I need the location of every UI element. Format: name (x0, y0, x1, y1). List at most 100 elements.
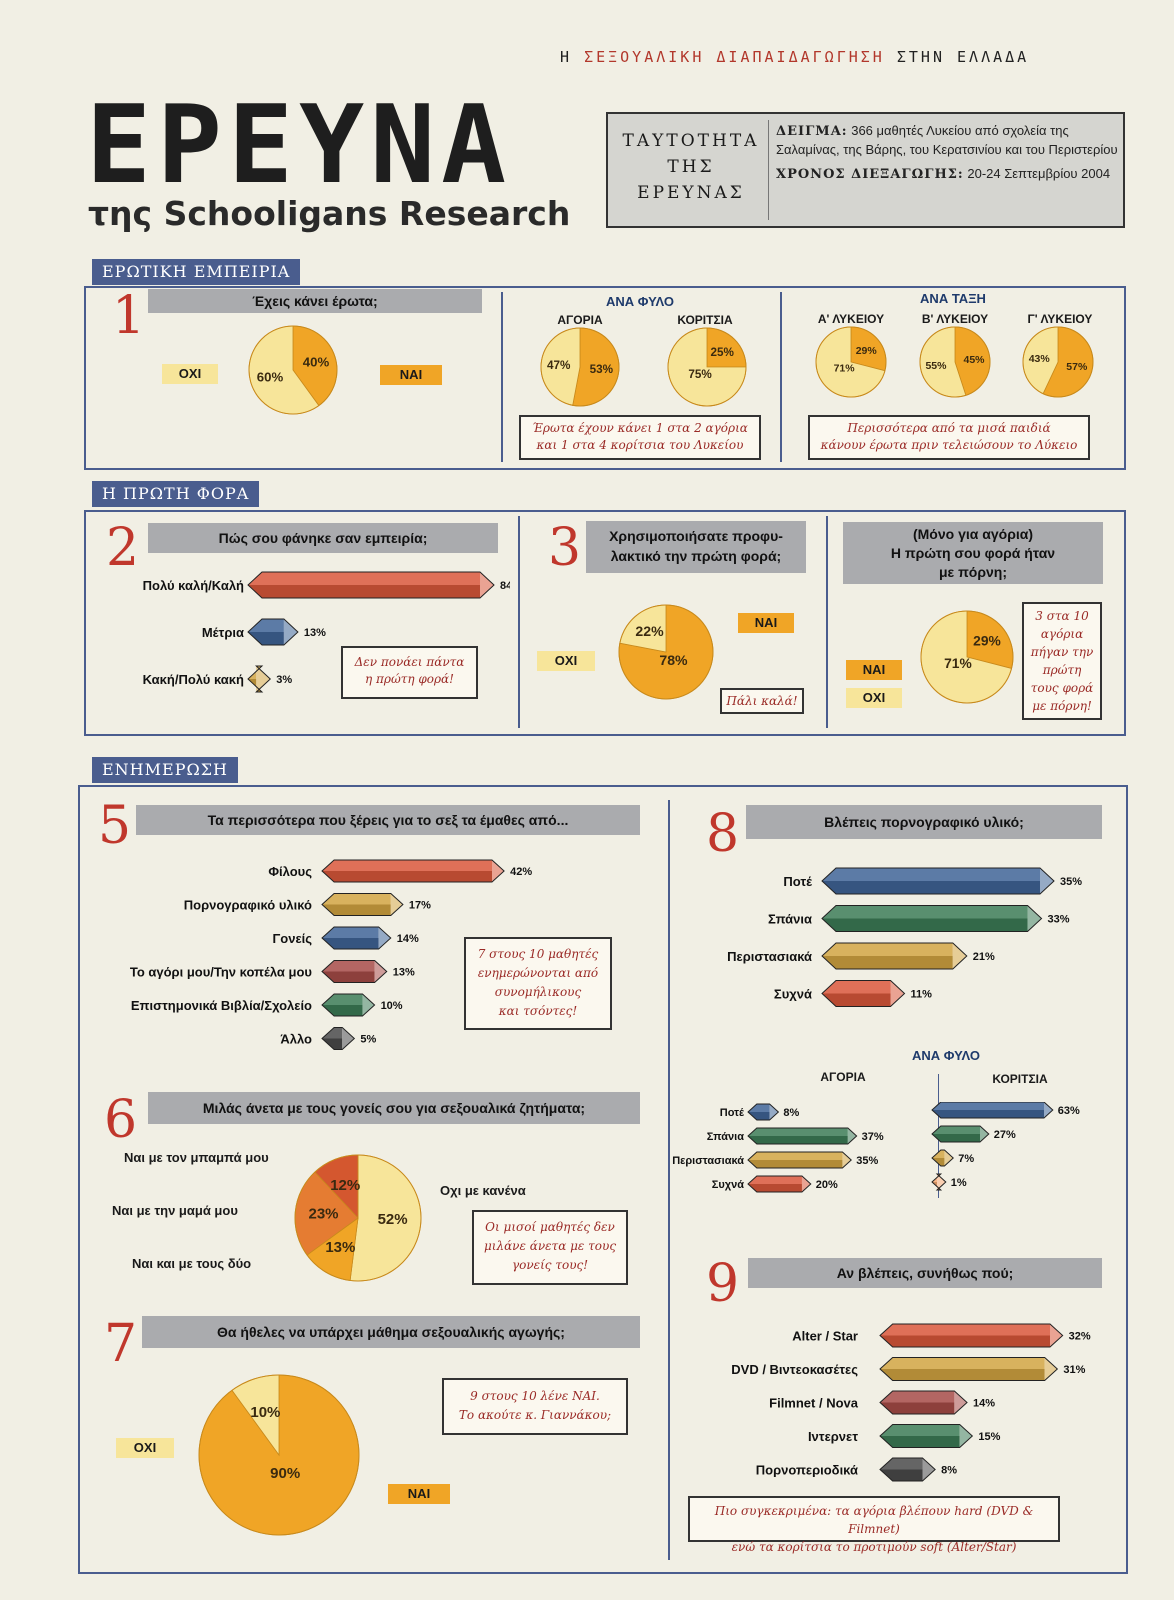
bar-bottom-face (748, 1136, 848, 1144)
bar (931, 1102, 1054, 1119)
question-number-2: 2 (106, 518, 140, 578)
label-with-mom: Ναι με την μαμά μου (112, 1203, 238, 1218)
bar-category-label: Filmnet / Nova (769, 1396, 859, 1411)
pie-slice-label: 57% (1066, 361, 1088, 373)
note-line: ενημερώνονται από (477, 966, 599, 980)
note-line: 9 στους 10 λένε ΝΑΙ. (470, 1389, 600, 1403)
question-number-6: 6 (104, 1090, 138, 1150)
identity-date-key: ΧΡΟΝΟΣ ΔΙΕΞΑΓΩΓΗΣ: (776, 167, 964, 182)
bar-end-cap (1040, 868, 1054, 894)
bar-outline (821, 980, 906, 1007)
bar-bottom-face (932, 1110, 1044, 1118)
bar-outline (879, 1390, 968, 1415)
bar-top-face (880, 1424, 960, 1436)
bar (931, 1125, 990, 1143)
bar-category-label: Συχνά (712, 1179, 744, 1191)
bar-outline (321, 859, 505, 883)
bar-chart-q8: Ποτέ 35% Σπάνια 33% Περιστασιακά 21% Συχνά 11% (727, 867, 1082, 1007)
identity-label-line: ΤΗΣ (667, 157, 715, 177)
bar-value-label: 11% (911, 989, 933, 1001)
bar-outline (321, 993, 376, 1017)
note-line: Το ακούτε κ. Γιαννάκου; (458, 1408, 612, 1422)
pie-outline (919, 326, 991, 398)
bar-outline (747, 1103, 780, 1121)
note-line: Οι μισοί μαθητές δεν (485, 1220, 615, 1234)
girls-heading: ΚΟΡΙΤΣΙΑ (677, 313, 733, 327)
pie-slice-label: 43% (1029, 353, 1051, 365)
boys-heading: ΑΓΟΡΙΑ (557, 313, 603, 327)
panel-divider (826, 516, 828, 728)
identity-label-line: ΤΑΥΤΟΤΗΤΑ (622, 131, 760, 151)
bar (321, 893, 404, 916)
question-7-title: Θα ήθελες να υπάρχει μάθημα σεξουαλικής … (142, 1316, 640, 1348)
note-where-watch: Πιο συγκεκριμένα: τα αγόρια βλέπουν hard… (688, 1496, 1060, 1554)
bar-bottom-face (322, 938, 379, 949)
label-with-none: Οχι με κανένα (440, 1183, 526, 1198)
pie-slice-label: 10% (250, 1404, 280, 1421)
bar-bottom-face (880, 1369, 1045, 1381)
bar-category-label: Επιστημονικά Βιβλία/Σχολείο (131, 998, 312, 1013)
bar-bottom-face (322, 971, 375, 983)
pie-chart-q1-class-c: 57% 43% (1022, 326, 1094, 398)
bar-bottom-face (322, 871, 492, 882)
pie-chart-q6: 52% 13% 23% 12% (294, 1154, 422, 1282)
panel-divider (518, 516, 520, 728)
note-line: γονείς τους! (511, 1258, 589, 1272)
bar-category-label: Φίλους (268, 864, 312, 879)
pie-chart-q1: 40% 60% (248, 325, 338, 415)
bar-outline (247, 618, 299, 646)
question-3-title: Χρησιμοποιήσατε προφυ-λακτικό την πρώτη … (586, 521, 806, 573)
bar-outline (931, 1102, 1054, 1119)
bar-end-cap (937, 1174, 946, 1190)
bar-value-label: 14% (973, 1398, 995, 1410)
section-tab-first-time: Η ΠΡΩΤΗ ΦΟΡΑ (92, 481, 260, 507)
pie-slice-label: 60% (257, 369, 284, 384)
pie-chart-q1-class-a: 29%71% (815, 326, 887, 398)
bar-top-face (822, 943, 953, 956)
question-9-title: Αν βλέπεις, συνήθως πού; (748, 1258, 1102, 1288)
note-line: και 1 στα 4 κορίτσια του Λυκείου (536, 438, 744, 452)
note-line: με πόρνη! (1032, 699, 1092, 713)
bar-outline (821, 867, 1055, 895)
pie-outline (198, 1374, 360, 1536)
bar-category-label: Περιστασιακά (672, 1155, 744, 1167)
bar-bottom-face (322, 904, 391, 916)
bar-bottom-face (822, 993, 891, 1007)
bar-outline (879, 1357, 1059, 1381)
running-header: Η ΣΕΞΟΥΑΛΙΚΗ ΔΙΑΠΑΙΔΑΓΩΓΗΣΗ ΣΤΗΝ ΕΛΛΑΔΑ (560, 48, 1120, 66)
pie-slice-label: 71% (834, 362, 856, 374)
bar-outline (247, 571, 495, 599)
bar-category-label: Πορνογραφικό υλικό (184, 898, 312, 913)
panel-divider (501, 292, 503, 462)
bar (821, 942, 968, 970)
pie-chart-q1-boys: 53% 47% (540, 327, 620, 407)
pie-slice-label: 25% (710, 346, 734, 359)
bar-top-face (932, 1126, 980, 1134)
bar-end-cap (374, 960, 387, 983)
question-2-title: Πώς σου φάνηκε σαν εμπειρία; (148, 523, 498, 553)
section-panel-2 (84, 510, 1126, 736)
bar-value-label: 8% (941, 1465, 957, 1477)
bar-bottom-face (822, 918, 1028, 932)
bar-category-label: Συχνά (774, 987, 812, 1002)
bar-top-face (932, 1102, 1044, 1110)
note-line: τους φορά (1030, 681, 1094, 695)
question-line: λακτικό την πρώτη φορά; (610, 548, 782, 564)
question-number-5: 5 (98, 796, 132, 856)
note-line: Δεν πονάει πάντα (354, 655, 465, 669)
class-b-heading: Β' ΛΥΚΕΙΟΥ (921, 312, 989, 326)
pie-slice-label: 75% (688, 368, 712, 381)
bar-top-face (880, 1324, 1050, 1336)
question-5-title: Τα περισσότερα που ξέρεις για το σεξ τα … (136, 805, 640, 835)
bar-end-cap (378, 927, 391, 949)
bar-top-face (248, 619, 284, 632)
bar-top-face (748, 1152, 843, 1160)
bar-outline (931, 1149, 954, 1167)
question-line: Χρησιμοποιήσατε προφυ- (609, 528, 783, 544)
bar-end-cap (283, 619, 298, 645)
bar-value-label: 15% (978, 1431, 1000, 1443)
bar-bottom-face (932, 1134, 980, 1142)
bar-category-label: Ιντερνετ (808, 1429, 858, 1444)
bar-category-label: Περιστασιακά (727, 949, 812, 964)
bar-bottom-face (880, 1436, 960, 1448)
